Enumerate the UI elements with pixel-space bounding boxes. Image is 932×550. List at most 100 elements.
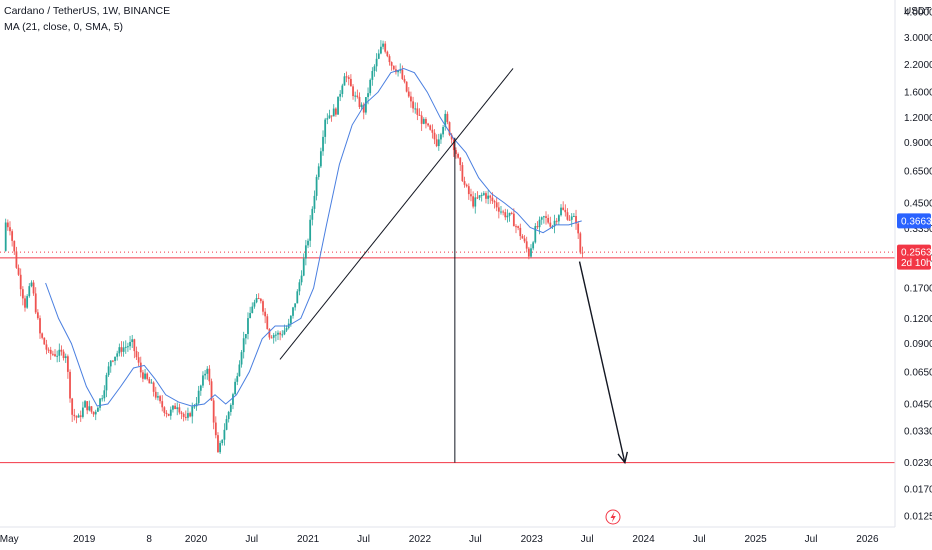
price-tick-label: 1.2000 [904,113,932,124]
candle-body [212,400,215,423]
candle-body [259,298,262,302]
candle-body [281,334,284,336]
candle [397,70,399,77]
candle-body [225,419,228,430]
price-tick-label: 2.2000 [904,60,932,71]
candle [425,117,427,129]
candle [281,330,284,338]
candle [315,174,318,201]
candle-body [422,119,425,124]
candle-body [467,186,470,195]
candle [382,40,384,50]
candle-body [219,443,222,453]
candle [11,229,14,247]
lightning-icon[interactable] [605,509,621,525]
candle-body [157,396,159,398]
candle [240,350,243,368]
candle-body [36,312,39,319]
candle [58,343,61,363]
candle-body [127,346,129,348]
candle-body [107,366,110,376]
candle-body [285,328,288,331]
candle [298,279,301,296]
candle [334,107,337,117]
candle [422,117,425,125]
candle [332,104,335,117]
candle-body [527,248,530,257]
candle [557,214,560,225]
candle-body [517,226,520,228]
candle-body [448,122,451,135]
candle-body [64,356,67,359]
candle [403,75,406,84]
candle-body [420,115,423,124]
candle [88,400,91,412]
candle [401,65,404,80]
time-tick-label: Jul [693,534,706,545]
candle-body [105,375,108,391]
candle-body [178,407,181,413]
candle [247,312,249,340]
candle-body [84,401,86,408]
candle [28,283,31,298]
candle [463,176,466,188]
candle [435,134,438,148]
time-axis[interactable]: May 2019 8 2020 Jul 2021 Jul 2022 Jul 2023 Jul 2024… [0,534,879,545]
candle [429,124,432,131]
candle-body [358,96,361,107]
horizontal-lines [0,251,895,464]
candle [221,439,224,446]
candle [294,303,297,311]
candle-body [575,216,577,224]
candle [317,163,320,180]
candle [172,404,174,413]
indicator-legend[interactable]: MA (21, close, 0, SMA, 5) [4,21,124,33]
candle [467,183,470,200]
candle [4,218,7,252]
candle-body [101,398,104,400]
candle-body [365,97,367,113]
candle-body [227,411,230,420]
candle [502,209,505,216]
candle [133,338,136,359]
candle-body [474,197,477,207]
candle [41,332,44,340]
candle-body [309,219,312,241]
candle-body [114,356,116,361]
candle [219,440,222,454]
candle-body [506,215,509,218]
candle-body [264,311,267,317]
candle [184,410,187,421]
candle [433,129,436,145]
candles [4,40,584,454]
candle-body [202,375,204,386]
candle-body [540,217,543,220]
candle [45,339,48,355]
candle [262,299,264,316]
candle [195,397,198,411]
candle [236,372,239,386]
candle-body [274,334,277,336]
candle-body [257,298,260,300]
candle [90,405,93,414]
candle [204,370,207,380]
candle [418,108,421,116]
candle [512,208,515,227]
candle-body [343,76,346,86]
time-tick-label: 2019 [73,534,96,545]
candle-body [262,301,264,312]
candle [373,64,376,77]
candle [212,397,215,430]
candle [62,349,65,361]
candle-body [47,349,50,351]
candle [34,287,37,315]
candle [448,121,451,137]
candle [534,223,537,244]
candle-body [221,439,224,444]
candle-body [159,396,161,402]
candle-body [135,351,138,358]
candle [139,356,142,378]
candle-body [356,95,359,97]
candle [109,360,112,373]
